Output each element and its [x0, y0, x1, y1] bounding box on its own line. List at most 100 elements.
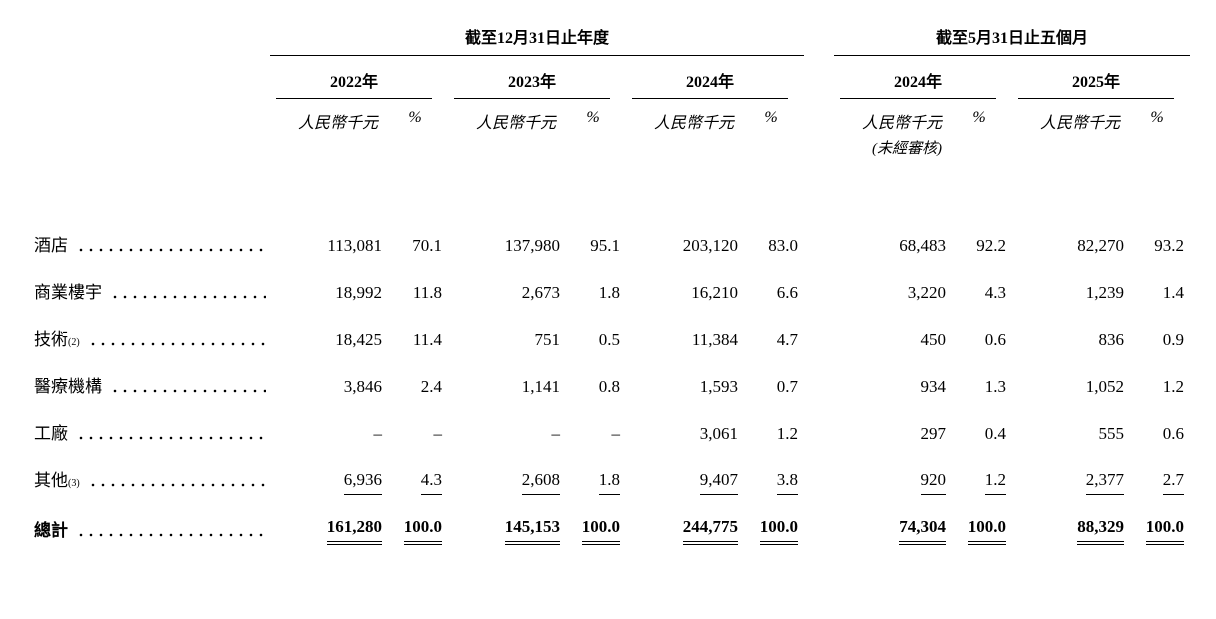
cell-value: 3,846	[343, 377, 382, 396]
group-header-row: 截至12月31日止年度 截至5月31日止五個月	[34, 24, 1191, 56]
cell-percent: 1.3	[984, 377, 1007, 396]
percent-label: %	[1150, 109, 1164, 126]
cell-percent: 92.2	[976, 236, 1007, 255]
cell-percent: 11.8	[412, 283, 442, 302]
cell-value: 836	[1098, 330, 1125, 349]
cell-percent: 11.4	[412, 330, 442, 349]
dot-leader	[76, 231, 266, 256]
unit-label: 人民幣千元	[475, 115, 556, 132]
cell-value: 6,936	[343, 470, 382, 495]
cell-percent: 0.4	[984, 424, 1007, 443]
cell-percent: 2.7	[1162, 470, 1185, 495]
cell-percent: 0.6	[1162, 424, 1185, 443]
dot-leader	[76, 516, 266, 541]
cell-value: 3,061	[699, 424, 738, 443]
year-header-2023: 2023年	[448, 56, 626, 99]
total-value: 244,775	[682, 517, 738, 545]
cell-percent: 4.3	[420, 470, 442, 495]
cell-value: 920	[920, 470, 947, 495]
cell-value: 450	[920, 330, 947, 349]
row-label: 商業樓宇	[34, 283, 102, 302]
year-header-2024-5m: 2024年	[834, 56, 1012, 99]
cell-value: 555	[1098, 424, 1125, 443]
cell-percent: 0.8	[598, 377, 620, 396]
cell-percent: –	[433, 424, 443, 443]
year-header-2024: 2024年	[626, 56, 804, 99]
cell-value: 2,608	[521, 470, 560, 495]
row-label: 技術	[34, 330, 68, 349]
year-header-2025-5m: 2025年	[1012, 56, 1190, 99]
cell-percent: 1.2	[1162, 377, 1185, 396]
cell-percent: 70.1	[412, 236, 442, 255]
table-row-factory: 工廠 – – – – 3,061 1.2 297 0.4 555 0.6	[34, 408, 1190, 455]
row-label: 醫療機構	[34, 377, 102, 396]
cell-value: 18,425	[335, 330, 382, 349]
cell-percent: 0.9	[1162, 330, 1185, 349]
group-header-annual: 截至12月31日止年度	[270, 24, 805, 56]
dot-leader	[76, 419, 266, 444]
cell-value: 68,483	[899, 236, 947, 255]
cell-value: 11,384	[691, 330, 738, 349]
unit-label: 人民幣千元	[653, 115, 734, 132]
cell-percent: 0.6	[984, 330, 1007, 349]
year-header-2022: 2022年	[270, 56, 448, 99]
cell-percent: 0.5	[598, 330, 620, 349]
table-row-total: 總計 161,280 100.0 145,153 100.0 244,775 1…	[34, 502, 1190, 552]
cell-percent: 1.8	[598, 283, 620, 302]
cell-value: 2,377	[1085, 470, 1125, 495]
cell-value: 751	[534, 330, 561, 349]
total-value: 74,304	[899, 517, 947, 545]
percent-label: %	[586, 109, 600, 126]
total-value: 145,153	[504, 517, 560, 545]
cell-percent: 1.2	[984, 470, 1007, 495]
cell-value: 2,673	[521, 283, 560, 302]
cell-value: 203,120	[682, 236, 738, 255]
cell-percent: 2.4	[420, 377, 442, 396]
cell-value: 3,220	[907, 283, 947, 302]
total-value: 161,280	[326, 517, 382, 545]
percent-label: %	[408, 109, 422, 126]
cell-percent: 95.1	[590, 236, 620, 255]
table-row-others: 其他 (3) 6,936 4.3 2,608 1.8 9,407 3.8 920 …	[34, 455, 1190, 502]
cell-percent: 0.7	[776, 377, 799, 396]
group-header-five-months: 截至5月31日止五個月	[834, 24, 1191, 56]
cell-value: 82,270	[1077, 236, 1125, 255]
cell-value: 137,980	[504, 236, 560, 255]
cell-percent: 3.8	[776, 470, 799, 495]
revenue-by-customer-table: 截至12月31日止年度 截至5月31日止五個月 2022年 2023年 2024…	[34, 24, 1191, 552]
row-label: 酒店	[34, 236, 68, 255]
table-row-medical: 醫療機構 3,846 2.4 1,141 0.8 1,593 0.7 934 1…	[34, 361, 1190, 408]
cell-percent: 4.7	[776, 330, 799, 349]
cell-percent: –	[611, 424, 621, 443]
row-label: 工廠	[34, 424, 68, 443]
total-percent: 100.0	[1145, 517, 1185, 545]
cell-value: 18,992	[335, 283, 382, 302]
cell-value: –	[551, 424, 561, 443]
row-label: 其他	[34, 471, 68, 490]
total-percent: 100.0	[759, 517, 799, 545]
unaudited-note: (未經審核)	[872, 141, 943, 157]
cell-value: 1,141	[521, 377, 560, 396]
percent-label: %	[972, 109, 986, 126]
unit-label: 人民幣千元 (未經審核)	[834, 99, 946, 158]
cell-value: 934	[920, 377, 947, 396]
year-header-row: 2022年 2023年 2024年 2024年 2025年	[34, 56, 1190, 99]
total-value: 88,329	[1077, 517, 1125, 545]
unit-label: 人民幣千元	[1040, 115, 1121, 132]
dot-leader	[110, 372, 266, 397]
table-row-hotel: 酒店 113,081 70.1 137,980 95.1 203,120 83.…	[34, 220, 1190, 267]
cell-percent: 1.4	[1162, 283, 1185, 302]
cell-value: 16,210	[691, 283, 738, 302]
cell-value: 1,593	[699, 377, 738, 396]
dot-leader	[87, 466, 266, 491]
cell-percent: 1.2	[776, 424, 799, 443]
dot-leader	[110, 278, 266, 303]
table-row-commercial: 商業樓宇 18,992 11.8 2,673 1.8 16,210 6.6 3,…	[34, 267, 1190, 314]
cell-percent: 93.2	[1154, 236, 1185, 255]
total-percent: 100.0	[403, 517, 442, 545]
unit-header-row: 人民幣千元 % 人民幣千元 % 人民幣千元 % 人民幣千元 (未經審核) % 人…	[34, 99, 1190, 158]
cell-value: 9,407	[699, 470, 738, 495]
total-label: 總計	[34, 521, 68, 540]
unit-label: 人民幣千元	[297, 115, 378, 132]
cell-percent: 4.3	[984, 283, 1007, 302]
